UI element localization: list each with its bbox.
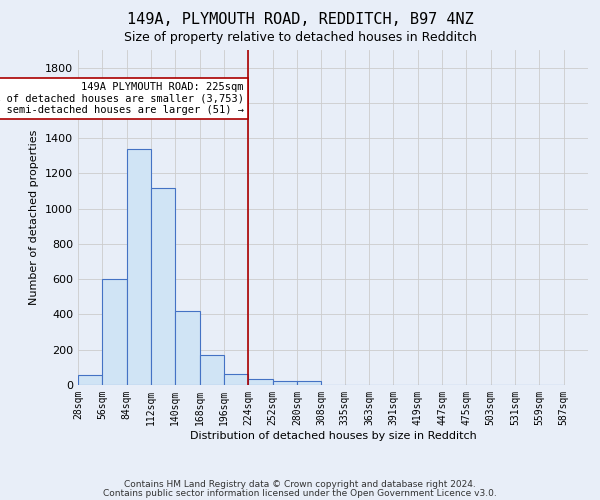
Text: 149A PLYMOUTH ROAD: 225sqm
← 99% of detached houses are smaller (3,753)
1% of se: 149A PLYMOUTH ROAD: 225sqm ← 99% of deta… [0, 82, 244, 115]
Bar [297, 382, 321, 385]
Bar [151, 188, 175, 385]
Text: Size of property relative to detached houses in Redditch: Size of property relative to detached ho… [124, 31, 476, 44]
Bar [248, 379, 272, 385]
Text: Contains HM Land Registry data © Crown copyright and database right 2024.: Contains HM Land Registry data © Crown c… [124, 480, 476, 489]
Bar [127, 148, 151, 385]
Bar [272, 382, 297, 385]
Text: 149A, PLYMOUTH ROAD, REDDITCH, B97 4NZ: 149A, PLYMOUTH ROAD, REDDITCH, B97 4NZ [127, 12, 473, 28]
Bar [175, 311, 200, 385]
Bar [200, 355, 224, 385]
Y-axis label: Number of detached properties: Number of detached properties [29, 130, 40, 305]
Bar [103, 279, 127, 385]
Bar [224, 374, 248, 385]
X-axis label: Distribution of detached houses by size in Redditch: Distribution of detached houses by size … [190, 430, 476, 440]
Text: Contains public sector information licensed under the Open Government Licence v3: Contains public sector information licen… [103, 488, 497, 498]
Bar [78, 376, 103, 385]
